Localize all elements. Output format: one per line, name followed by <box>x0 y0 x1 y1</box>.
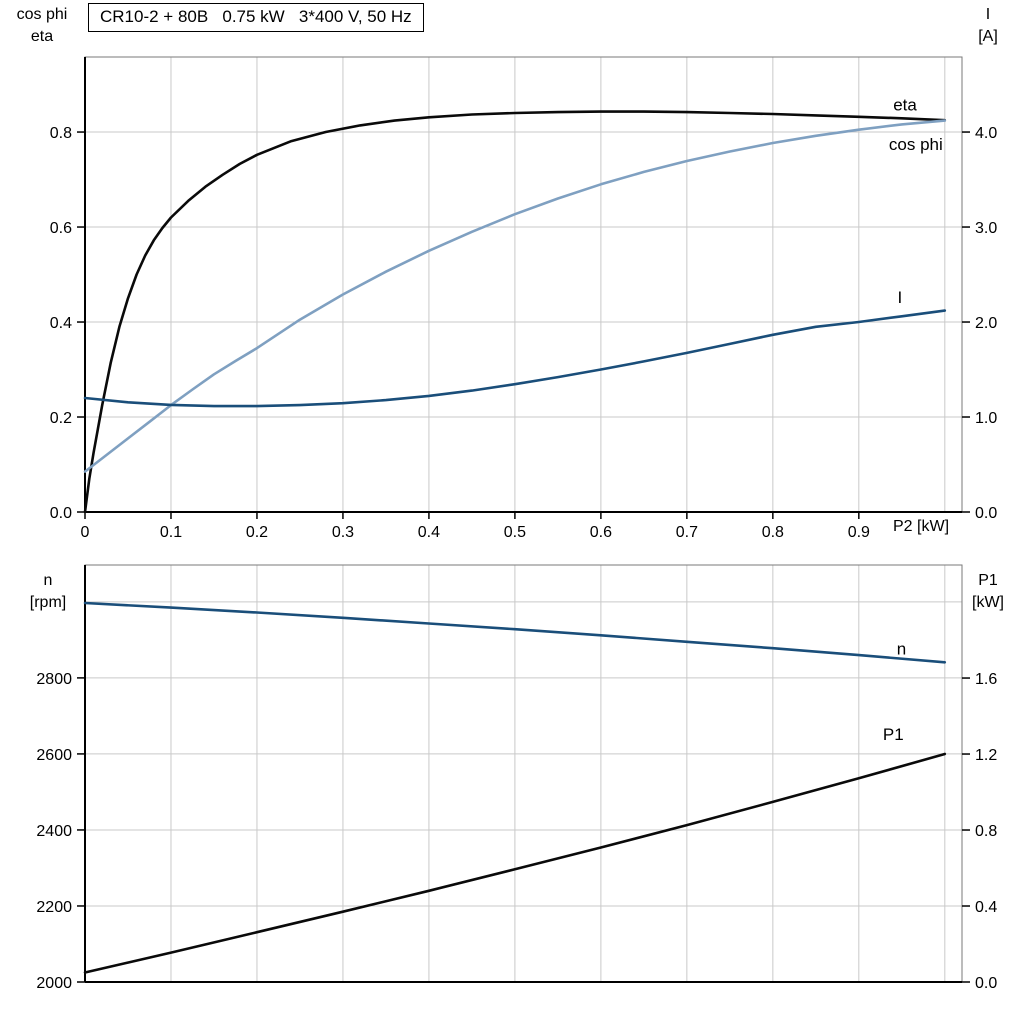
left-tick-label: 2200 <box>36 899 72 916</box>
right-tick-label: 1.6 <box>975 671 997 688</box>
axis-title-current: I <box>985 6 991 23</box>
axis-title-p1: P1 <box>978 572 998 589</box>
axis-title-current-unit: [A] <box>978 28 998 45</box>
x-tick-label: 0.4 <box>418 524 440 541</box>
right-tick-label: 0.0 <box>975 975 997 992</box>
curve-label-current: I <box>898 288 903 307</box>
left-tick-label: 2600 <box>36 747 72 764</box>
right-tick-label: 1.0 <box>975 410 997 427</box>
right-tick-label: 2.0 <box>975 315 997 332</box>
bottom-left-axis-title: n [rpm] <box>8 570 88 614</box>
left-tick-label: 2800 <box>36 671 72 688</box>
left-tick-label: 0.4 <box>50 315 72 332</box>
curve-current <box>83 309 947 408</box>
curve-label-cos-phi: cos phi <box>889 135 943 154</box>
left-tick-label: 0.6 <box>50 220 72 237</box>
x-tick-label: 0 <box>81 524 90 541</box>
right-tick-label: 0.8 <box>975 823 997 840</box>
top-left-axis-title: cos phi eta <box>0 4 84 48</box>
axis-title-speed: n <box>43 572 53 589</box>
x-tick-label: 0.8 <box>762 524 784 541</box>
curve-label-speed: n <box>897 639 906 658</box>
curve-label-eta: eta <box>893 96 917 115</box>
right-tick-label: 4.0 <box>975 125 997 142</box>
right-tick-label: 3.0 <box>975 220 997 237</box>
axis-title-cos-phi: cos phi <box>16 6 68 23</box>
chart-title-box: CR10-2 + 80B 0.75 kW 3*400 V, 50 Hz <box>88 3 424 32</box>
x-tick-label: 0.5 <box>504 524 526 541</box>
left-tick-label: 0.8 <box>50 125 72 142</box>
right-tick-label: 1.2 <box>975 747 997 764</box>
right-tick-label: 0.4 <box>975 899 997 916</box>
left-tick-label: 2400 <box>36 823 72 840</box>
curve-speed <box>83 601 947 664</box>
left-tick-label: 0.0 <box>50 505 72 522</box>
x-axis-label: P2 [kW] <box>893 518 950 535</box>
left-tick-label: 0.2 <box>50 410 72 427</box>
top-right-axis-title: I [A] <box>956 4 1020 48</box>
axis-title-speed-unit: [rpm] <box>29 594 67 611</box>
curve-label-p1: P1 <box>883 725 904 744</box>
right-tick-label: 0.0 <box>975 505 997 522</box>
bottom-right-axis-title: P1 [kW] <box>954 570 1022 614</box>
axis-title-p1-unit: [kW] <box>972 594 1004 611</box>
x-tick-label: 0.3 <box>332 524 354 541</box>
axis-title-eta: eta <box>30 28 54 45</box>
x-tick-label: 0.9 <box>848 524 870 541</box>
x-tick-label: 0.1 <box>160 524 182 541</box>
x-tick-label: 0.7 <box>676 524 698 541</box>
left-tick-label: 2000 <box>36 975 72 992</box>
x-tick-label: 0.2 <box>246 524 268 541</box>
plot-frame <box>84 564 963 983</box>
x-tick-label: 0.6 <box>590 524 612 541</box>
curve-p1 <box>83 752 947 974</box>
curve-eta <box>83 110 947 514</box>
